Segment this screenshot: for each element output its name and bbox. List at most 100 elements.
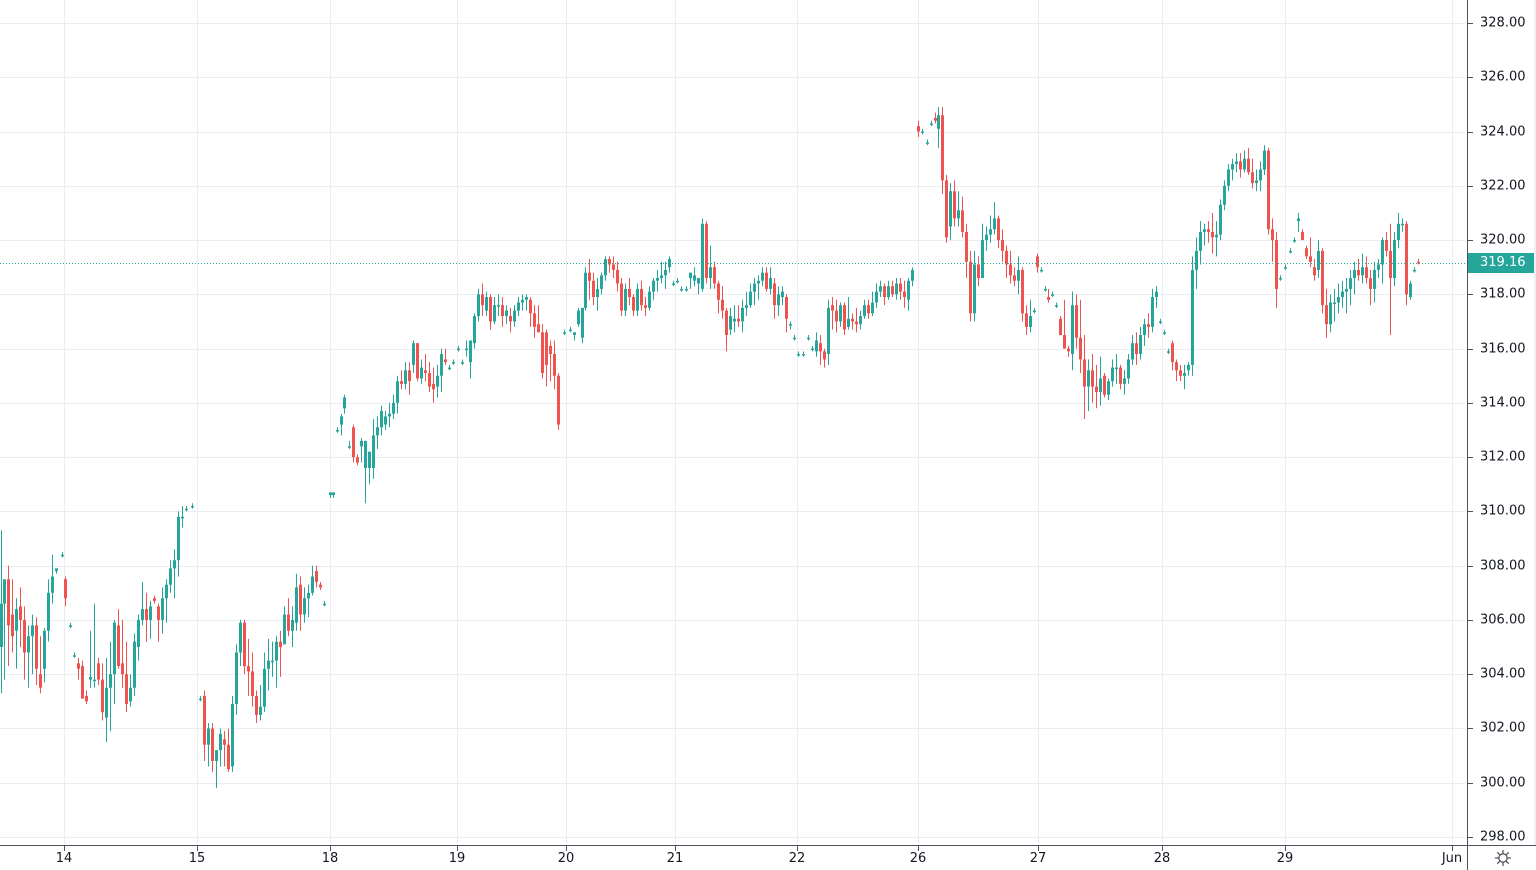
- candle-up: [1115, 354, 1118, 384]
- gear-icon: [1494, 849, 1511, 867]
- candles: [0, 107, 1420, 789]
- candle-up: [235, 644, 238, 715]
- candle-up: [436, 364, 439, 398]
- candle-down: [1325, 288, 1328, 338]
- candle-up: [1341, 280, 1344, 308]
- candle-down: [1005, 245, 1008, 279]
- candle-down: [287, 598, 290, 637]
- candle-down: [489, 294, 492, 330]
- candle-up: [105, 657, 108, 743]
- candle-down: [765, 267, 768, 292]
- candle-up: [761, 267, 764, 287]
- candle-up: [440, 348, 443, 393]
- candle-up: [1333, 288, 1336, 322]
- candle-up: [648, 286, 651, 311]
- price-axis-scroll-strip[interactable]: [1534, 0, 1536, 845]
- time-tick-mark: [1038, 846, 1039, 851]
- price-tick-mark: [1468, 457, 1473, 458]
- price-tick-mark: [1468, 23, 1473, 24]
- candle-up: [827, 299, 830, 365]
- candle-down: [1313, 259, 1316, 281]
- candle-up: [680, 286, 683, 292]
- chart-settings-button[interactable]: [1467, 845, 1536, 870]
- candle-up: [31, 614, 34, 675]
- candle-up: [789, 321, 792, 330]
- candle-up: [1219, 199, 1222, 241]
- time-tick-mark: [566, 846, 567, 851]
- price-axis-label: 306.00: [1480, 612, 1526, 628]
- candle-up: [1163, 329, 1166, 336]
- candle-up: [477, 288, 480, 322]
- candle-up: [384, 411, 387, 430]
- candle-up: [89, 630, 92, 688]
- candle-down: [851, 313, 854, 330]
- candle-up: [303, 587, 306, 623]
- time-axis-label: 27: [1029, 851, 1047, 866]
- time-tick-mark: [675, 846, 676, 851]
- candle-up: [396, 375, 399, 414]
- candle-up: [43, 628, 46, 683]
- candle-up: [1329, 294, 1332, 333]
- candle-down: [1119, 364, 1122, 390]
- candle-up: [141, 581, 144, 626]
- candle-up: [563, 329, 566, 336]
- candle-down: [125, 641, 128, 713]
- candle-up: [1243, 150, 1246, 173]
- candle-up: [1203, 223, 1206, 246]
- candle-up: [624, 283, 627, 317]
- candle-down: [899, 278, 902, 300]
- candle-up: [1284, 264, 1287, 270]
- candle-up: [863, 299, 866, 319]
- candle-down: [1036, 253, 1039, 273]
- candle-up: [1191, 256, 1194, 376]
- price-tick-mark: [1468, 674, 1473, 675]
- candle-down: [545, 329, 548, 387]
- time-axis-label: Jun: [1441, 851, 1463, 866]
- candle-up: [239, 619, 242, 667]
- candle-up: [93, 603, 96, 688]
- candle-up: [1361, 253, 1364, 284]
- time-axis[interactable]: 14 15 18 19 20 21 22 26 27 28 29 Jun: [0, 845, 1467, 870]
- candle-down: [640, 280, 643, 311]
- candle-up: [600, 272, 603, 295]
- candle-up: [1167, 348, 1170, 355]
- price-tick-mark: [1468, 620, 1473, 621]
- candle-up: [61, 552, 64, 558]
- candle-up: [51, 554, 54, 604]
- candle-up: [1401, 218, 1404, 232]
- candle-down: [1239, 153, 1242, 178]
- candle-up: [676, 278, 679, 284]
- candle-down: [279, 630, 282, 677]
- candle-up: [181, 505, 184, 528]
- price-tick-mark: [1468, 837, 1473, 838]
- candle-down: [1025, 305, 1028, 336]
- price-axis[interactable]: 328.00 326.00 324.00 322.00 320.00 318.00 316.…: [1467, 0, 1536, 845]
- candle-up: [1143, 318, 1146, 346]
- candle-down: [1067, 345, 1070, 357]
- plot-area[interactable]: [0, 0, 1467, 845]
- candle-up: [372, 419, 375, 479]
- price-axis-label: 322.00: [1480, 178, 1526, 194]
- candle-down: [1135, 332, 1138, 365]
- candle-up: [329, 492, 332, 498]
- candle-down: [1417, 259, 1420, 265]
- time-axis-label: 19: [448, 851, 466, 866]
- candle-down: [1063, 299, 1066, 349]
- candle-down: [612, 256, 615, 279]
- candle-up: [793, 335, 796, 341]
- candle-up: [921, 128, 924, 135]
- candle-up: [267, 638, 270, 691]
- candle-up: [847, 297, 850, 330]
- candle-down: [400, 370, 403, 390]
- candle-down: [315, 565, 318, 588]
- candle-down: [620, 278, 623, 317]
- time-tick-mark: [918, 846, 919, 851]
- candle-up: [1263, 145, 1266, 175]
- candle-down: [713, 261, 716, 289]
- candle-up: [497, 294, 500, 317]
- candle-up: [177, 511, 180, 577]
- candle-up: [949, 183, 952, 241]
- candle-up: [1349, 269, 1352, 306]
- candle-down: [85, 690, 88, 705]
